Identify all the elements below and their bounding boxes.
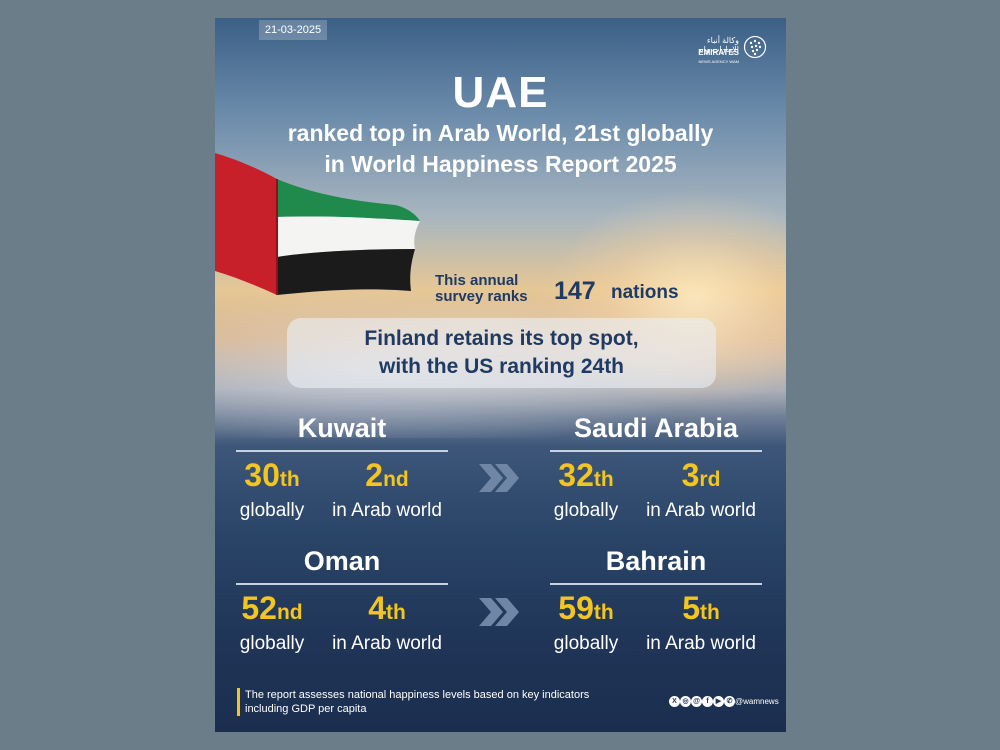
country-name: Kuwait <box>297 413 387 443</box>
global-rank-suffix: th <box>593 601 614 624</box>
arab-rank: 5th in Arab world <box>636 589 766 656</box>
x-icon[interactable]: X <box>669 696 680 707</box>
logo-english-text: EMIRATES <box>698 48 739 57</box>
instagram-icon[interactable]: ◎ <box>680 696 691 707</box>
threads-icon[interactable]: @ <box>691 696 702 707</box>
global-rank-label: globally <box>553 500 619 521</box>
country-oman: Oman 52nd globally 4th in Arab world <box>236 545 448 655</box>
footer-note-line-2: including GDP per capita <box>245 703 367 715</box>
global-rank: 30th globally <box>230 456 314 523</box>
global-rank-number: 32 <box>558 457 594 493</box>
arab-rank-suffix: th <box>385 601 406 624</box>
double-chevron-right-icon <box>479 464 519 492</box>
divider <box>236 450 448 452</box>
subtitle-line-1: ranked top in Arab World, 21st globally <box>287 120 714 146</box>
global-rank-number: 52 <box>241 590 277 626</box>
survey-info: This annual survey ranks 147 nations <box>435 273 735 313</box>
logo-sub-text: NEWS AGENCY WAM <box>698 59 739 64</box>
headline-subtitle: ranked top in Arab World, 21st globally … <box>215 118 786 180</box>
highlight-line-2: with the US ranking 24th <box>378 355 625 378</box>
global-rank-label: globally <box>553 633 619 654</box>
global-rank-suffix: th <box>279 468 300 491</box>
country-bahrain: Bahrain 59th globally 5th in Arab world <box>550 545 762 655</box>
arab-rank-label: in Arab world <box>646 500 756 521</box>
arab-rank-number: 4 <box>368 590 386 626</box>
arab-rank: 2nd in Arab world <box>322 456 452 523</box>
arab-rank-suffix: nd <box>383 468 409 491</box>
arab-rank-number: 5 <box>682 590 700 626</box>
arab-rank-suffix: th <box>699 601 720 624</box>
global-rank-label: globally <box>239 633 305 654</box>
arab-rank-label: in Arab world <box>646 633 756 654</box>
arab-rank-number: 2 <box>365 457 384 493</box>
headline-title: UAE <box>452 68 549 117</box>
survey-unit: nations <box>611 282 679 303</box>
footer-accent-bar <box>237 688 240 716</box>
arab-rank-label: in Arab world <box>332 633 442 654</box>
country-name: Saudi Arabia <box>573 413 739 443</box>
survey-text-line-1: This annual <box>435 272 519 289</box>
highlight-box: Finland retains its top spot, with the U… <box>287 318 716 388</box>
date-badge: 21-03-2025 <box>259 20 327 40</box>
divider <box>550 450 762 452</box>
social-handle: @wamnews <box>735 697 779 706</box>
global-rank: 32th globally <box>544 456 628 523</box>
divider <box>236 583 448 585</box>
country-kuwait: Kuwait 30th globally 2nd in Arab world <box>236 412 448 522</box>
divider <box>550 583 762 585</box>
arab-rank: 4th in Arab world <box>322 589 452 656</box>
survey-number: 147 <box>554 277 596 305</box>
survey-text-line-2: survey ranks <box>435 288 528 305</box>
whatsapp-icon[interactable]: ✆ <box>724 696 735 707</box>
logo-arabic-text: وكالة أنباء الإمارات وام <box>698 36 739 54</box>
global-rank-number: 59 <box>558 590 594 626</box>
wam-logo: وكالة أنباء الإمارات وام EMIRATES NEWS A… <box>693 32 767 74</box>
arab-rank: 3rd in Arab world <box>636 456 766 523</box>
survey-text: This annual survey ranks <box>435 273 545 305</box>
global-rank-suffix: nd <box>276 601 303 624</box>
global-rank: 52nd globally <box>230 589 314 656</box>
global-rank-suffix: th <box>593 468 614 491</box>
country-name: Bahrain <box>605 546 707 576</box>
globe-logo-icon <box>743 35 767 59</box>
infographic-card: 21-03-2025 وكالة أنباء الإمارات وام EMIR… <box>215 18 786 732</box>
footer-note-line-1: The report assesses national happiness l… <box>245 689 590 701</box>
global-rank: 59th globally <box>544 589 628 656</box>
global-rank-number: 30 <box>244 457 280 493</box>
uae-flag-image <box>215 153 420 295</box>
footer-note: The report assesses national happiness l… <box>245 688 625 716</box>
arab-rank-suffix: rd <box>699 468 721 491</box>
arab-rank-number: 3 <box>681 457 700 493</box>
double-chevron-right-icon <box>479 598 519 626</box>
global-rank-label: globally <box>239 500 305 521</box>
arab-rank-label: in Arab world <box>332 500 442 521</box>
facebook-icon[interactable]: f <box>702 696 713 707</box>
subtitle-line-2: in World Happiness Report 2025 <box>324 151 677 177</box>
youtube-icon[interactable]: ▶ <box>713 696 724 707</box>
country-saudi-arabia: Saudi Arabia 32th globally 3rd in Arab w… <box>550 412 762 522</box>
country-name: Oman <box>303 546 381 576</box>
social-links: X ◎ @ f ▶ ✆ @wamnews <box>669 696 779 710</box>
highlight-line-1: Finland retains its top spot, <box>364 327 639 350</box>
